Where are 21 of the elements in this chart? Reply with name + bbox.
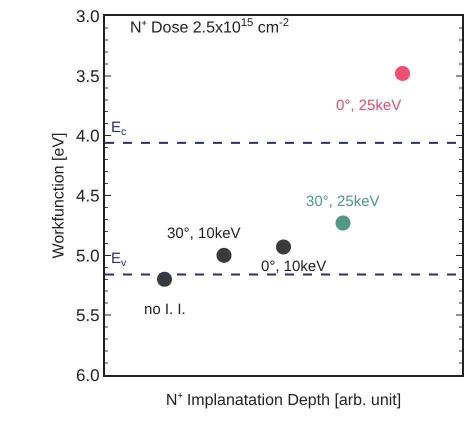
y-tick-label: 6.0 xyxy=(76,366,100,385)
y-tick-label: 4.0 xyxy=(76,126,100,146)
point xyxy=(395,66,410,81)
ref-line-label: E$_{v}$ xyxy=(111,250,128,270)
y-tick-label: 4.5 xyxy=(76,186,100,206)
y-tick-label: 5.5 xyxy=(76,306,100,326)
x-axis-title: N⁺ Implanatation Depth [arb. unit] xyxy=(166,392,402,410)
ref-line-label: E$_{c}$ xyxy=(111,119,126,138)
series-label: 0°, 25keV xyxy=(336,97,402,114)
y-tick-label: 3.5 xyxy=(76,66,100,86)
y-tick-label: 5.0 xyxy=(76,246,100,266)
point xyxy=(336,216,350,231)
series-label: no I. I. xyxy=(144,301,186,318)
point xyxy=(276,239,291,254)
series-label: 0°, 10keV xyxy=(261,258,326,275)
y-axis-title: Workfunction [eV] xyxy=(50,132,68,258)
y-tick-label: 3.0 xyxy=(76,6,100,26)
chart-title: N⁺ Dose 2.5x10$^{15}$ cm$^{-2}$ xyxy=(130,16,290,37)
series-label: 30°, 10keV xyxy=(167,225,241,242)
point xyxy=(216,248,232,263)
series-label: 30°, 25keV xyxy=(306,193,380,210)
